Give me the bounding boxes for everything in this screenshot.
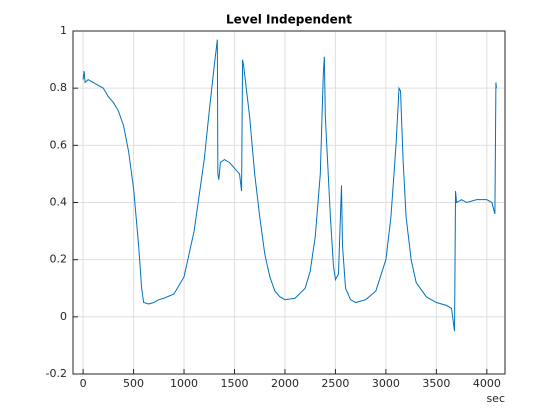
chart-title: Level Independent	[226, 13, 352, 27]
y-tick-label: 1	[60, 24, 67, 37]
x-tick-label: 2000	[271, 377, 299, 390]
y-tick-label: 0.6	[50, 138, 68, 151]
y-tick-label: 0.8	[50, 81, 68, 94]
x-tick-label: 4000	[473, 377, 501, 390]
x-tick-label: 2500	[321, 377, 349, 390]
x-tick-label: 3000	[372, 377, 400, 390]
x-tick-label: 1500	[220, 377, 248, 390]
y-tick-label: 0.2	[50, 253, 68, 266]
y-tick-label: -0.2	[46, 367, 67, 380]
x-axis-label: sec	[486, 392, 505, 405]
y-tick-label: 0.4	[50, 196, 68, 209]
x-tick-label: 0	[80, 377, 87, 390]
axes-box	[72, 30, 506, 375]
x-tick-label: 1000	[170, 377, 198, 390]
x-tick-label: 3500	[422, 377, 450, 390]
x-tick-label: 500	[123, 377, 144, 390]
y-tick-label: 0	[60, 310, 67, 323]
line	[82, 39, 497, 332]
